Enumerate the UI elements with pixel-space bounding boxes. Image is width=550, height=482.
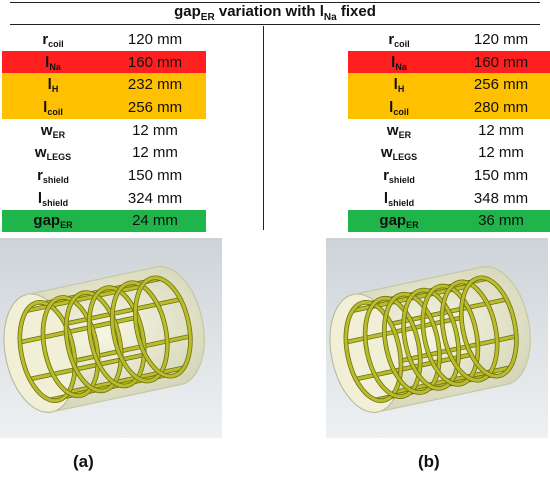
param-row: rshield 150 mm: [2, 164, 206, 187]
param-value: 160 mm: [127, 53, 183, 71]
param-name: rcoil: [42, 30, 64, 49]
param-row: wER 12 mm: [348, 119, 550, 142]
birdcage-coil-render-b: [326, 238, 548, 438]
param-row: lshield 348 mm: [348, 187, 550, 210]
param-name: lNa: [45, 53, 61, 72]
param-value: 36 mm: [478, 212, 524, 230]
param-name: rshield: [383, 166, 415, 185]
param-value: 12 mm: [132, 121, 178, 139]
param-row: wLEGS 12 mm: [348, 141, 550, 164]
param-name: lNa: [391, 53, 407, 72]
param-row: lshield 324 mm: [2, 187, 206, 210]
param-name: lH: [393, 76, 405, 95]
param-name: lH: [47, 76, 59, 95]
param-value: 256 mm: [473, 76, 529, 94]
param-name: wER: [40, 121, 66, 140]
param-row: rcoil 120 mm: [2, 28, 206, 51]
param-value: 324 mm: [127, 189, 183, 207]
param-value: 150 mm: [127, 166, 183, 184]
param-value: 24 mm: [132, 212, 178, 230]
param-name: rcoil: [388, 30, 410, 49]
param-name: gapER: [379, 212, 419, 231]
param-name: lcoil: [389, 98, 409, 117]
param-name: lcoil: [43, 98, 63, 117]
param-row: rshield 150 mm: [348, 164, 550, 187]
param-value: 232 mm: [127, 76, 183, 94]
param-row: lH 232 mm: [2, 73, 206, 97]
param-row: rcoil 120 mm: [348, 28, 550, 51]
panel-label-b: (b): [418, 452, 440, 471]
param-row: gapER 24 mm: [2, 209, 206, 233]
param-value: 256 mm: [127, 98, 183, 116]
param-name: gapER: [33, 212, 73, 231]
param-value: 12 mm: [132, 144, 178, 162]
param-row: wER 12 mm: [2, 119, 206, 142]
param-name: wLEGS: [34, 144, 72, 163]
param-value: 348 mm: [473, 189, 529, 207]
birdcage-coil-render-a: [0, 238, 222, 438]
title-rule-top: [10, 2, 540, 3]
param-row: lH 256 mm: [348, 73, 550, 97]
param-row: lNa 160 mm: [348, 50, 550, 74]
param-name: lshield: [383, 189, 415, 208]
figure-title: gapER variation with lNa fixed: [174, 3, 376, 23]
param-row: lcoil 256 mm: [2, 96, 206, 119]
param-row: wLEGS 12 mm: [2, 141, 206, 164]
param-value: 12 mm: [478, 121, 524, 139]
param-name: wLEGS: [380, 144, 418, 163]
param-row: lcoil 280 mm: [348, 96, 550, 119]
title-rule: [10, 24, 540, 25]
coil-cage: [343, 275, 519, 404]
param-row: lNa 160 mm: [2, 50, 206, 74]
param-value: 150 mm: [473, 166, 529, 184]
panel-label-a: (a): [73, 452, 94, 471]
column-divider: [263, 26, 264, 230]
parameter-table-b: rcoil 120 mm lNa 160 mm lH 256 mm lcoil 280 mm w…: [348, 28, 550, 233]
param-name: wER: [386, 121, 412, 140]
parameter-table-a: rcoil 120 mm lNa 160 mm lH 232 mm lcoil 256 mm w…: [2, 28, 206, 233]
coil-cage: [17, 275, 193, 404]
param-value: 160 mm: [473, 53, 529, 71]
param-name: rshield: [37, 166, 69, 185]
param-value: 12 mm: [478, 144, 524, 162]
param-value: 120 mm: [127, 30, 183, 48]
param-value: 120 mm: [473, 30, 529, 48]
param-value: 280 mm: [473, 98, 529, 116]
param-name: lshield: [37, 189, 69, 208]
param-row: gapER 36 mm: [348, 209, 550, 233]
